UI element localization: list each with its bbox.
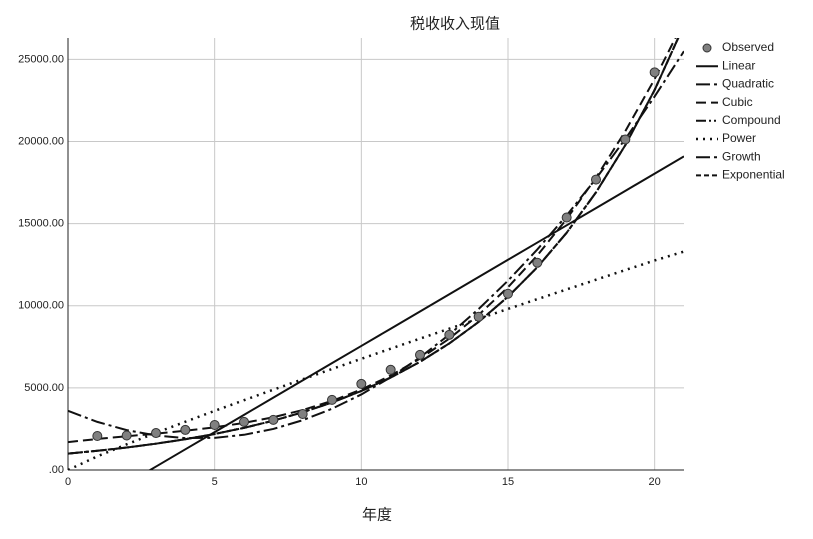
observed-point: [239, 416, 249, 427]
curve: [148, 155, 684, 470]
observed-point: [121, 430, 132, 441]
observed-point: [356, 378, 367, 389]
curve: [68, 38, 677, 444]
observed-point: [444, 329, 455, 340]
observed-point: [561, 212, 572, 223]
y-tick-label: .00: [49, 464, 64, 476]
legend-label: Quadratic: [722, 77, 774, 91]
observed-point: [591, 174, 601, 185]
x-tick-label: 10: [355, 476, 367, 488]
x-tick-label: 0: [65, 476, 71, 488]
grid: [67, 38, 684, 471]
y-tick-label: 15000.00: [18, 218, 64, 230]
legend: Observed Linear Quadratic Cubic Compound Powe…: [696, 40, 785, 182]
observed-point: [297, 408, 308, 419]
x-tick-label: 15: [502, 476, 514, 488]
observed-point: [151, 428, 161, 439]
observed-point: [415, 349, 425, 360]
legend-symbol: [702, 43, 712, 53]
curve: [68, 250, 684, 470]
x-axis-label: 年度: [362, 506, 392, 524]
curve: [68, 38, 680, 455]
observed-point: [620, 134, 631, 145]
observed-point: [532, 257, 543, 268]
x-tick-label: 5: [212, 476, 218, 488]
legend-label: Cubic: [722, 95, 753, 109]
y-tick-label: 5000.00: [24, 382, 64, 394]
legend-label: Exponential: [722, 168, 785, 182]
observed-point: [92, 430, 103, 441]
observed-point: [180, 424, 191, 435]
legend-label: Power: [722, 131, 756, 145]
observed-point: [209, 419, 220, 430]
observed-point: [473, 311, 484, 322]
y-tick-label: 25000.00: [18, 53, 64, 65]
y-tick-label: 20000.00: [18, 135, 64, 147]
observed-point: [268, 414, 279, 425]
x-tick-label: 20: [649, 476, 661, 488]
observed-point: [327, 394, 337, 405]
legend-label: Linear: [722, 58, 755, 72]
chart-title: 税收收入现值: [410, 15, 500, 33]
legend-label: Observed: [722, 40, 774, 54]
curve: [68, 50, 684, 440]
y-tick-label: 10000.00: [18, 300, 64, 312]
legend-label: Compound: [722, 113, 781, 127]
observed-point: [649, 67, 660, 78]
observed-point: [503, 288, 513, 299]
curves: [68, 38, 684, 470]
observed-point: [385, 364, 396, 375]
plot-area: [68, 38, 684, 470]
legend-label: Growth: [722, 149, 761, 163]
